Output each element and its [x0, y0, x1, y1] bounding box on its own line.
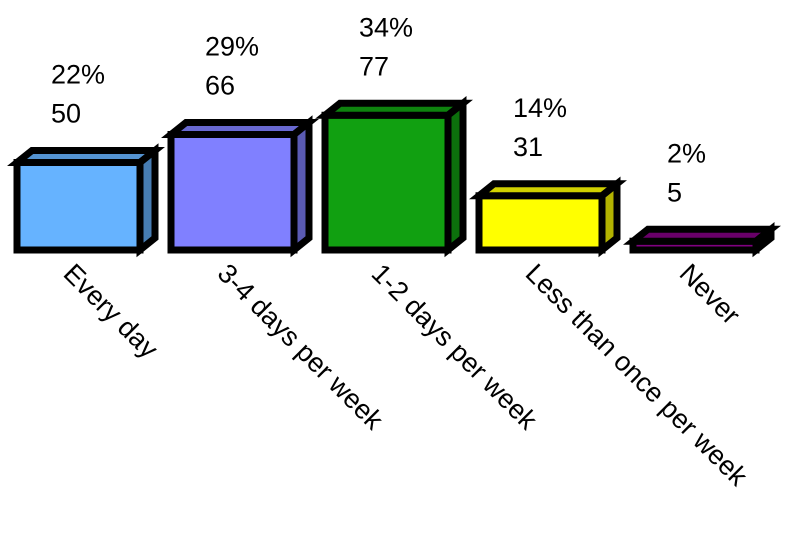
value-label: 77 — [359, 51, 389, 81]
category-label: 3-4 days per week — [212, 258, 390, 436]
bar-4 — [469, 176, 627, 258]
value-label: 31 — [513, 132, 543, 162]
bar-front-face — [167, 131, 298, 254]
bar-top-face — [161, 119, 319, 138]
percent-label: 29% — [205, 32, 259, 62]
category-label: Never — [674, 258, 746, 330]
bar-top-face — [315, 99, 473, 119]
value-label: 50 — [51, 99, 81, 129]
percent-label: 14% — [513, 93, 567, 123]
percent-label: 34% — [359, 12, 413, 42]
bar-side-face — [444, 95, 467, 258]
bar-side-face — [752, 221, 775, 258]
bar-side-face — [136, 143, 159, 258]
data-labels-group: 22% 50 29% 66 34% 77 14% 31 2% 5 — [51, 12, 706, 207]
bar-side-face — [290, 115, 313, 258]
category-label: Every day — [58, 258, 164, 364]
bar-1 — [7, 143, 165, 258]
bar-top-face — [623, 225, 781, 245]
bar-2 — [161, 115, 319, 258]
category-label: 1-2 days per week — [366, 258, 544, 436]
bar-top-face — [469, 180, 627, 200]
percent-label: 22% — [51, 60, 105, 90]
bar-front-face — [475, 192, 606, 254]
value-label: 66 — [205, 71, 235, 101]
bar-front-face — [13, 159, 144, 254]
bars-group — [7, 95, 781, 258]
bar-3 — [315, 95, 473, 258]
bar-5 — [623, 221, 781, 258]
percent-label: 2% — [667, 138, 706, 168]
bar-top-face — [7, 147, 165, 166]
bar-side-face — [598, 176, 621, 258]
bar-front-face — [321, 111, 452, 254]
value-label: 5 — [667, 177, 682, 207]
